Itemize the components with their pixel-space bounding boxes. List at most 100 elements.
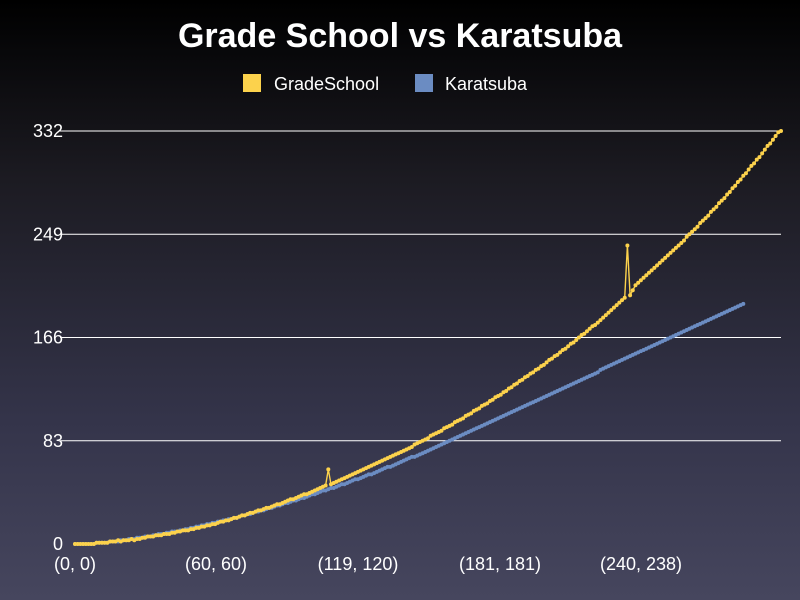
data-point-gradeschool	[323, 483, 328, 488]
data-point-gradeschool	[668, 250, 673, 255]
data-point-gradeschool	[754, 157, 759, 162]
data-point-gradeschool	[690, 229, 695, 234]
x-tick-label: (240, 238)	[600, 554, 682, 574]
data-point-gradeschool	[725, 192, 730, 197]
data-point-gradeschool	[541, 362, 546, 367]
data-point-gradeschool	[549, 356, 554, 361]
data-point-gradeschool	[536, 366, 541, 371]
x-axis-ticks: (0, 0) (60, 60) (119, 120) (181, 181) (240, …	[54, 554, 682, 574]
y-tick-label: 166	[33, 328, 63, 348]
data-point-gradeschool	[566, 344, 571, 349]
y-tick-label: 83	[43, 431, 63, 451]
data-point-gradeschool	[727, 189, 732, 194]
data-point-gradeschool	[735, 180, 740, 184]
data-point-gradeschool	[498, 392, 503, 397]
data-point-gradeschool	[593, 323, 598, 328]
data-point-gradeschool	[439, 428, 444, 433]
data-point-gradeschool	[485, 401, 490, 406]
data-point-gradeschool	[679, 240, 684, 245]
data-point-gradeschool	[646, 270, 651, 275]
data-point-gradeschool	[326, 467, 331, 472]
data-point-gradeschool	[714, 204, 719, 209]
data-point-gradeschool	[692, 227, 697, 232]
data-point-gradeschool	[601, 315, 606, 320]
data-point-gradeschool	[525, 374, 530, 379]
data-point-gradeschool	[746, 167, 751, 172]
legend-swatch-gradeschool	[243, 74, 261, 92]
data-point-gradeschool	[636, 280, 641, 285]
data-point-gradeschool	[641, 275, 646, 280]
data-point-gradeschool	[426, 436, 430, 441]
x-tick-label: (119, 120)	[318, 554, 399, 574]
data-point-gradeschool	[582, 331, 587, 336]
data-point-gradeschool	[461, 416, 466, 421]
data-point-gradeschool	[768, 141, 773, 146]
data-point-gradeschool	[544, 360, 549, 365]
data-point-gradeschool	[584, 329, 589, 334]
gridlines	[60, 130, 781, 442]
data-point-gradeschool	[611, 305, 616, 310]
data-point-gradeschool	[703, 216, 708, 221]
data-point-gradeschool	[663, 255, 668, 260]
data-point-gradeschool	[752, 161, 757, 166]
data-point-gradeschool	[558, 350, 563, 355]
data-point-gradeschool	[576, 335, 581, 340]
data-point-gradeschool	[770, 137, 775, 142]
data-point-gradeschool	[738, 177, 743, 182]
data-point-gradeschool	[698, 221, 703, 226]
data-point-gradeschool	[773, 133, 778, 138]
data-point-gradeschool	[687, 232, 692, 237]
data-point-gradeschool	[477, 406, 482, 411]
data-point-gradeschool	[722, 196, 727, 201]
data-point-gradeschool	[657, 260, 662, 265]
data-point-gradeschool	[660, 258, 665, 263]
y-tick-label: 249	[33, 224, 63, 244]
x-tick-label: (181, 181)	[459, 554, 541, 574]
data-point-gradeschool	[509, 385, 514, 390]
data-point-gradeschool	[531, 370, 536, 375]
data-point-karatsuba	[741, 301, 746, 306]
data-point-gradeschool	[622, 295, 627, 300]
y-axis-ticks: 0 83 166 249 332	[33, 121, 63, 554]
data-point-gradeschool	[409, 444, 414, 449]
series-gradeschool	[73, 129, 783, 546]
data-point-gradeschool	[649, 268, 654, 273]
legend-swatch-karatsuba	[415, 74, 433, 92]
x-tick-label: (0, 0)	[54, 554, 96, 574]
data-point-gradeschool	[469, 411, 474, 416]
data-point-gradeschool	[617, 300, 622, 305]
y-tick-label: 332	[33, 121, 63, 141]
series-line-karatsuba	[75, 303, 744, 545]
data-point-gradeschool	[681, 238, 686, 243]
data-point-gradeschool	[587, 326, 592, 331]
data-point-gradeschool	[630, 288, 635, 293]
data-point-gradeschool	[574, 337, 579, 342]
data-point-gradeschool	[708, 209, 713, 214]
data-point-gradeschool	[652, 265, 657, 270]
chart-title: Grade School vs Karatsuba	[178, 17, 623, 55]
data-point-gradeschool	[779, 129, 783, 133]
data-point-gradeschool	[671, 248, 676, 253]
data-point-gradeschool	[638, 278, 643, 283]
data-point-gradeschool	[765, 143, 770, 148]
data-point-gradeschool	[620, 298, 625, 303]
data-point-gradeschool	[614, 303, 619, 308]
data-point-gradeschool	[644, 273, 649, 278]
data-point-gradeschool	[695, 224, 700, 229]
data-point-gradeschool	[598, 318, 603, 323]
data-point-gradeschool	[700, 218, 705, 223]
data-point-gradeschool	[757, 155, 762, 160]
data-point-gradeschool	[606, 310, 611, 315]
legend-label-karatsuba: Karatsuba	[445, 74, 528, 94]
data-point-gradeschool	[717, 201, 722, 206]
data-point-gradeschool	[595, 320, 600, 325]
data-point-gradeschool	[633, 283, 638, 288]
data-point-gradeschool	[760, 151, 765, 156]
data-point-gradeschool	[673, 245, 678, 250]
data-point-gradeschool	[603, 313, 608, 318]
data-point-gradeschool	[741, 173, 746, 178]
data-point-gradeschool	[743, 171, 748, 176]
data-point-gradeschool	[625, 243, 630, 248]
legend-label-gradeschool: GradeSchool	[274, 74, 379, 94]
